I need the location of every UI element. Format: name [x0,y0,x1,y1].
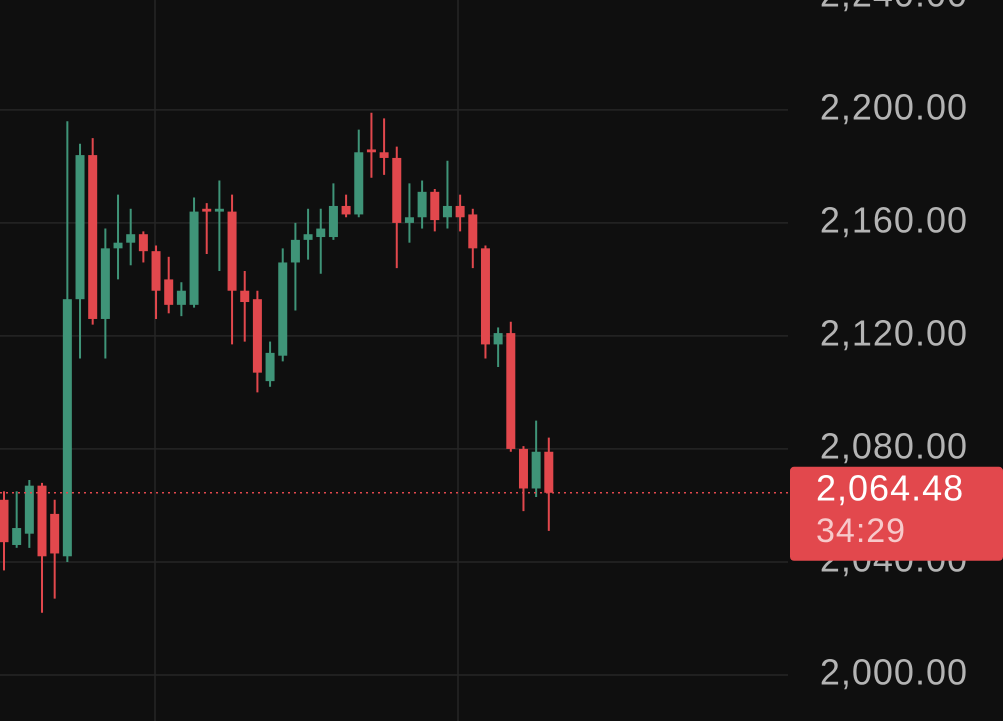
y-tick-label: 2,080.00 [820,425,968,466]
candle-body [506,333,516,449]
y-tick-label: 2,200.00 [820,86,968,127]
candle-body [62,299,72,557]
candle-body [50,513,60,554]
y-tick-label: 2,240.00 [820,0,968,14]
candle-body [379,152,389,158]
candle-body [138,234,148,252]
candle-body [531,451,541,489]
candle-body [480,248,490,345]
candle-body [12,528,22,545]
candle-body [303,234,313,240]
candle-body [214,208,224,212]
candle-body [316,228,326,238]
candle-body [189,211,199,305]
candle-body [252,299,262,373]
y-tick-label: 2,160.00 [820,199,968,240]
candle-body [88,155,98,319]
candle-body [113,242,123,249]
price-label-box [790,466,1003,561]
candle-body [265,352,275,382]
candle-body [227,211,237,291]
candle-body [468,214,478,249]
y-tick-label: 2,000.00 [820,651,968,692]
y-tick-label: 2,120.00 [820,312,968,353]
candle-body [0,499,9,543]
candle-body [126,234,136,243]
candle-body [544,451,554,493]
candle-body [100,248,110,319]
candle-body [75,155,85,300]
countdown-label: 34:29 [816,512,906,550]
candle-body [404,217,414,223]
candle-body [417,191,427,218]
candle-body [392,157,402,223]
candle-body [290,239,300,263]
candle-body [341,205,351,215]
candle-body [176,290,186,305]
candle-body [442,205,452,218]
current-price-label: 2,064.48 [816,467,964,508]
candle-body [24,485,34,534]
candle-body [164,279,174,305]
candle-body [278,262,288,356]
candle-body [354,152,364,215]
candle-body [240,290,250,303]
candle-body [366,149,376,153]
candle-body [151,251,161,291]
candle-body [430,191,440,221]
candle-body [328,205,338,238]
candle-body [37,485,47,557]
candle-body [455,205,465,218]
candle-body [518,448,528,489]
candle-body [493,333,503,345]
candle-body [202,208,212,212]
